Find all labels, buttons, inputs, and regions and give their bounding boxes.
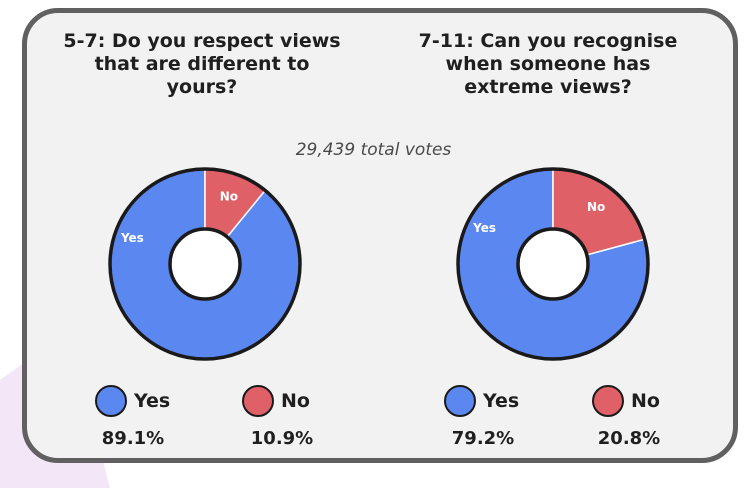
legend-label-yes: Yes: [134, 390, 171, 412]
percentage-yes: 79.2%: [451, 428, 515, 449]
percentage-no: 20.8%: [597, 428, 661, 449]
chart-title-ages-7-11: 7-11: Can you recognise when someone has…: [418, 30, 678, 98]
percentage-yes: 89.1%: [101, 428, 165, 449]
legend-label-no: No: [281, 390, 310, 412]
donut-slice-label-yes: Yes: [120, 231, 144, 245]
donut-chart-ages-5-7: Yes No: [108, 167, 302, 361]
donut-slice-label-no: No: [220, 190, 238, 204]
donut-outline: [108, 167, 302, 361]
total-votes-label: 29,439 total votes: [295, 140, 452, 160]
percentage-no: 10.9%: [250, 428, 314, 449]
legend-swatch-no: [242, 385, 274, 417]
legend-item-yes: Yes: [444, 384, 519, 418]
legend-item-yes: Yes: [95, 384, 170, 418]
donut-slice-label-yes: Yes: [472, 221, 496, 235]
donut-outline: [456, 167, 650, 361]
donut-hole: [516, 227, 590, 301]
legend-swatch-yes: [95, 385, 127, 417]
legend-label-no: No: [631, 390, 660, 412]
donut-hole: [168, 227, 242, 301]
legend-item-no: No: [592, 384, 660, 418]
legend-swatch-yes: [444, 385, 476, 417]
legend-label-yes: Yes: [483, 390, 520, 412]
legend-item-no: No: [242, 384, 310, 418]
donut-slice-label-no: No: [587, 200, 605, 214]
donut-chart-ages-7-11: Yes No: [456, 167, 650, 361]
legend-swatch-no: [592, 385, 624, 417]
chart-title-ages-5-7: 5-7: Do you respect views that are diffe…: [63, 30, 341, 98]
